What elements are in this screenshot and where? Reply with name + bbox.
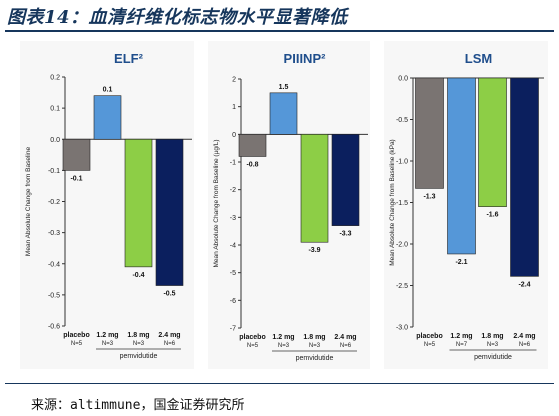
lsm-bar-placebo — [415, 77, 444, 189]
lsm-data-label-2-4mg: -2.4 — [518, 281, 530, 288]
lsm-chart-title: LSM — [465, 51, 492, 66]
lsm-y-axis-title: Mean Absolute Change from Baseline (kPa) — [389, 139, 396, 265]
elf-y-tick-label: -0.6 — [48, 324, 60, 331]
lsm-category-label: 1.2 mg — [450, 333, 472, 340]
lsm-category-label: 1.8 mg — [481, 333, 503, 340]
lsm-y-tick-label: -2.5 — [396, 283, 408, 290]
lsm-data-label-1-2mg: -2.1 — [455, 259, 467, 266]
lsm-group-label: pemvidutide — [474, 354, 512, 361]
lsm-category-label: placebo — [416, 333, 442, 340]
elf-category-label: 2.4 mg — [158, 332, 180, 339]
elf-chart-panel: ELF² Mean Absolute Change from Baseline 0.… — [20, 41, 194, 369]
elf-y-tick-label: -0.3 — [48, 230, 60, 237]
footer-divider — [5, 383, 554, 384]
piiinp-y-tick-label: 2 — [232, 77, 236, 84]
elf-bar-1-2mg — [93, 95, 122, 140]
elf-bar-1-8mg — [124, 138, 153, 268]
piiinp-chart-panel: PIIINP² Mean Absolute Change from Baselin… — [208, 41, 370, 369]
elf-y-tick-label: -0.5 — [48, 292, 60, 299]
elf-category-label: 1.2 mg — [96, 332, 118, 339]
elf-category-label: placebo — [63, 332, 89, 339]
elf-data-label-1-2mg: 0.1 — [103, 87, 113, 94]
elf-y-tick-label: -0.1 — [48, 168, 60, 175]
piiinp-category-label: 2.4 mg — [334, 334, 356, 341]
piiinp-n-label: N=3 — [278, 343, 290, 349]
lsm-n-label: N=5 — [424, 342, 436, 348]
lsm-n-label: N=6 — [519, 342, 531, 348]
lsm-chart: LSM Mean Absolute Change from Baseline (k… — [389, 51, 544, 361]
piiinp-data-label-placebo: -0.8 — [246, 161, 258, 168]
elf-y-tick-label: -0.2 — [48, 199, 60, 206]
piiinp-bar-1-2mg — [269, 92, 298, 135]
piiinp-bar-2-4mg — [331, 134, 360, 226]
lsm-y-tick-label: 0.0 — [398, 76, 408, 83]
lsm-y-tick-label: -1.5 — [396, 200, 408, 207]
lsm-bar-2-4mg — [510, 77, 539, 277]
elf-y-tick-label: 0.0 — [50, 137, 60, 144]
piiinp-n-label: N=5 — [247, 343, 259, 349]
piiinp-y-tick-label: -1 — [230, 160, 236, 167]
elf-y-tick-label: 0.2 — [50, 75, 60, 82]
piiinp-data-label-1-2mg: 1.5 — [279, 84, 289, 91]
elf-y-axis-title: Mean Absolute Change from Baseline — [25, 147, 32, 257]
piiinp-category-label: placebo — [239, 334, 265, 341]
piiinp-y-tick-label: -2 — [230, 187, 236, 194]
piiinp-y-tick-label: -6 — [230, 298, 236, 305]
lsm-n-label: N=7 — [456, 342, 468, 348]
piiinp-y-tick-label: 0 — [232, 132, 236, 139]
piiinp-chart-title: PIIINP² — [284, 51, 327, 66]
lsm-category-label: 2.4 mg — [513, 333, 535, 340]
elf-data-label-1-8mg: -0.4 — [132, 272, 144, 279]
piiinp-group-label: pemvidutide — [296, 355, 334, 362]
piiinp-y-tick-label: -4 — [230, 243, 236, 250]
lsm-chart-panel: LSM Mean Absolute Change from Baseline (k… — [384, 41, 548, 369]
piiinp-bar-placebo — [238, 134, 267, 157]
piiinp-y-axis-title: Mean Absolute Change from Baseline (µg/L… — [213, 139, 220, 267]
elf-n-label: N=3 — [133, 341, 145, 347]
elf-n-label: N=5 — [71, 341, 83, 347]
elf-y-tick-label: 0.1 — [50, 106, 60, 113]
elf-data-label-2-4mg: -0.5 — [163, 291, 175, 298]
lsm-data-label-placebo: -1.3 — [423, 193, 435, 200]
lsm-bar-1-2mg — [447, 77, 476, 255]
piiinp-n-label: N=6 — [340, 343, 352, 349]
lsm-y-tick-label: -0.5 — [396, 117, 408, 124]
piiinp-category-label: 1.8 mg — [303, 334, 325, 341]
piiinp-data-label-1-8mg: -3.9 — [308, 247, 320, 254]
piiinp-chart: PIIINP² Mean Absolute Change from Baselin… — [213, 51, 368, 362]
lsm-data-label-1-8mg: -1.6 — [486, 212, 498, 219]
piiinp-n-label: N=3 — [309, 343, 321, 349]
lsm-bar-1-8mg — [478, 77, 507, 207]
elf-data-label-placebo: -0.1 — [70, 175, 82, 182]
lsm-n-label: N=3 — [487, 342, 499, 348]
piiinp-y-tick-label: 1 — [232, 104, 236, 111]
piiinp-y-tick-label: -5 — [230, 270, 236, 277]
piiinp-y-tick-label: -7 — [230, 326, 236, 333]
elf-chart-title: ELF² — [114, 51, 144, 66]
piiinp-bar-1-8mg — [300, 134, 329, 243]
piiinp-y-tick-label: -3 — [230, 215, 236, 222]
piiinp-category-label: 1.2 mg — [272, 334, 294, 341]
elf-chart: ELF² Mean Absolute Change from Baseline 0.… — [25, 51, 192, 360]
elf-y-tick-label: -0.4 — [48, 261, 60, 268]
piiinp-data-label-2-4mg: -3.3 — [339, 231, 351, 238]
elf-n-label: N=6 — [164, 341, 176, 347]
elf-category-label: 1.8 mg — [127, 332, 149, 339]
elf-group-label: pemvidutide — [120, 353, 158, 360]
elf-bar-placebo — [62, 138, 91, 171]
figure-title: 图表14：血清纤维化标志物水平显著降低 — [7, 7, 348, 28]
lsm-y-tick-label: -3.0 — [396, 325, 408, 332]
elf-n-label: N=3 — [102, 341, 114, 347]
lsm-y-tick-label: -1.0 — [396, 159, 408, 166]
source-note: 来源：altimmune，国金证券研究所 — [31, 398, 245, 413]
lsm-y-tick-label: -2.0 — [396, 242, 408, 249]
elf-bar-2-4mg — [155, 138, 184, 286]
title-underline — [5, 30, 554, 32]
